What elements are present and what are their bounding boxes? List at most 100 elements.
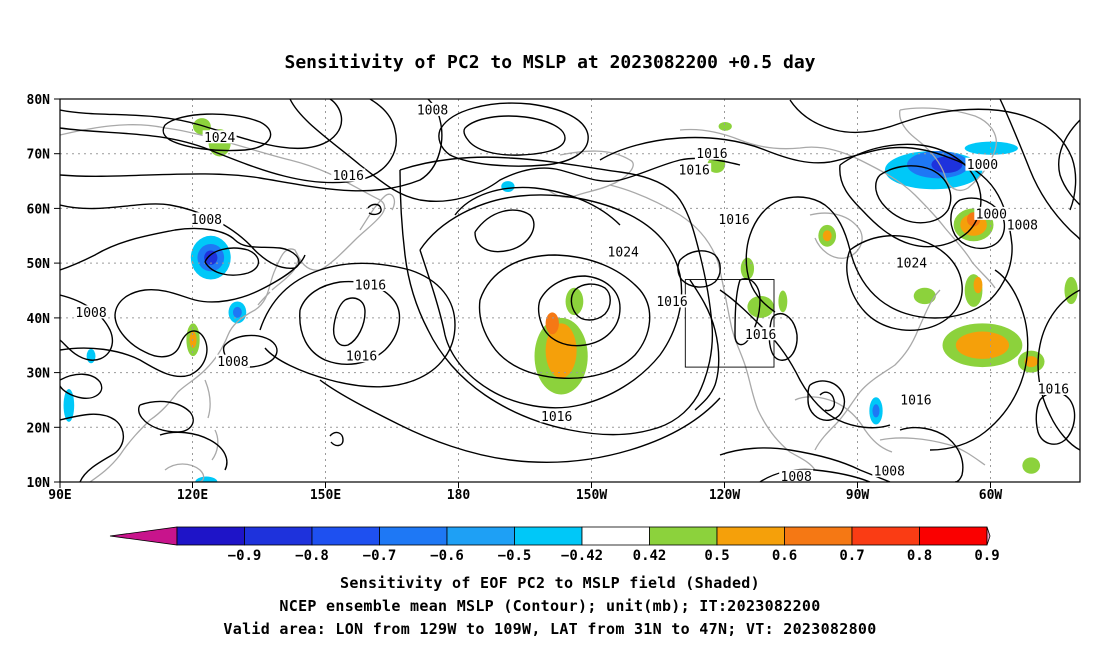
lat-label: 70N (27, 148, 51, 163)
contour-label-background (1005, 217, 1040, 231)
contour-label-background (677, 163, 712, 177)
sensitivity-patch (63, 388, 75, 422)
sensitivity-patch (195, 476, 218, 482)
colorbar-label: 0.9 (974, 548, 999, 564)
colorbar-label: −0.7 (363, 548, 397, 564)
contour-label: 1016 (718, 213, 749, 228)
contour-label-background (331, 168, 366, 182)
contour-label-background (779, 469, 814, 483)
north-america-arctic-coastline (679, 128, 996, 289)
isobar (899, 426, 964, 482)
contour-label-background (202, 130, 237, 144)
sensitivity-patch (189, 331, 197, 348)
lon-label: 150W (576, 488, 607, 503)
contour-label: 1008 (417, 103, 448, 118)
isobar (289, 99, 741, 202)
isobar (875, 165, 952, 224)
isobar (807, 380, 846, 421)
colorbar-swatch (716, 526, 785, 546)
sensitivity-patch (1024, 356, 1038, 368)
colorbar-swatch (851, 526, 920, 546)
lon-label: 120W (709, 488, 740, 503)
contour-label: 1008 (874, 465, 905, 480)
sensitivity-patch (232, 306, 242, 318)
lon-label: 150E (310, 488, 341, 503)
mslp-contours (60, 99, 1080, 482)
contour-label-background (539, 409, 574, 423)
sensitivity-patch (822, 230, 832, 242)
caption-line-2: NCEP ensemble mean MSLP (Contour); unit(… (279, 597, 821, 615)
sensitivity-patch (1022, 457, 1041, 474)
isobar (367, 203, 382, 216)
isobar (789, 99, 1077, 211)
isobar (162, 113, 272, 152)
sensitivity-patch (1064, 276, 1078, 305)
isobar (454, 186, 621, 226)
contour-label-background (872, 464, 907, 478)
isobar (259, 262, 456, 388)
contour-label: 1016 (745, 328, 776, 343)
contour-label: 1008 (1007, 218, 1038, 233)
gulf-of-mexico-coastline (794, 396, 893, 453)
contour-label: 1008 (217, 355, 248, 370)
greenland-coastline (899, 107, 997, 191)
colorbar: −0.9 −0.8 −0.7 −0.6 −0.5 −0.42 0.42 0.5 0.6 0.7 0.… (109, 526, 1000, 564)
lon-label: 90E (48, 488, 71, 503)
contour-label-background (415, 102, 450, 116)
isobar (570, 283, 611, 321)
borneo-coastline (164, 463, 205, 482)
lat-label: 50N (27, 257, 51, 272)
contour-label: 1024 (608, 246, 639, 261)
sensitivity-patch (501, 181, 515, 193)
sensitivity-patch (86, 349, 96, 364)
contour-label: 1016 (1038, 382, 1069, 397)
colorbar-swatch (784, 526, 853, 546)
isobar (319, 379, 721, 463)
isobar (329, 431, 344, 447)
lat-label: 40N (27, 312, 51, 327)
isobar (689, 279, 720, 411)
contour-label: 1016 (900, 393, 931, 408)
kamchatka-coastline (359, 193, 396, 231)
contour-label: 1008 (191, 213, 222, 228)
sensitivity-patch (545, 323, 577, 379)
isobar (60, 413, 124, 482)
colorbar-label: −0.9 (228, 548, 262, 564)
isobar (299, 280, 401, 365)
contour-label-background (215, 354, 250, 368)
colorbar-low-arrow (109, 526, 178, 546)
contour-label: 1008 (781, 470, 812, 485)
isobar (399, 156, 714, 436)
isobar (759, 468, 871, 482)
caption-line-1: Sensitivity of EOF PC2 to MSLP field (Sh… (340, 574, 760, 592)
sensitivity-patch (204, 250, 218, 265)
sensitivity-patch (955, 331, 1010, 359)
isobar (60, 99, 443, 192)
isobar (950, 197, 1006, 250)
isobar (719, 289, 891, 429)
lat-label: 30N (27, 367, 51, 382)
caribbean-coastline (879, 437, 986, 466)
lat-label: 60N (27, 202, 51, 217)
isobar (463, 115, 566, 156)
isobar (846, 235, 963, 331)
colorbar-high-arrow (986, 526, 991, 546)
sensitivity-patch (931, 156, 963, 173)
sensitivity-patch (913, 287, 936, 305)
colorbar-label: 0.7 (839, 548, 864, 564)
map-frame (59, 98, 1081, 483)
colorbar-swatch (514, 526, 583, 546)
contour-label: 1024 (896, 257, 927, 272)
colorbar-swatch (649, 526, 718, 546)
contour-label-background (965, 157, 1000, 171)
isobar (60, 203, 300, 271)
isobar (999, 99, 1080, 241)
contour-label-background (743, 327, 778, 341)
contour-label: 1016 (333, 169, 364, 184)
sensitivity-patch (565, 287, 584, 316)
isobar (599, 136, 1013, 319)
sensitivity-patch (778, 290, 788, 313)
latitude-axis-labels: 80N 70N 60N 50N 40N 30N 20N 10N (27, 93, 51, 491)
sensitivity-patch (964, 141, 1018, 155)
